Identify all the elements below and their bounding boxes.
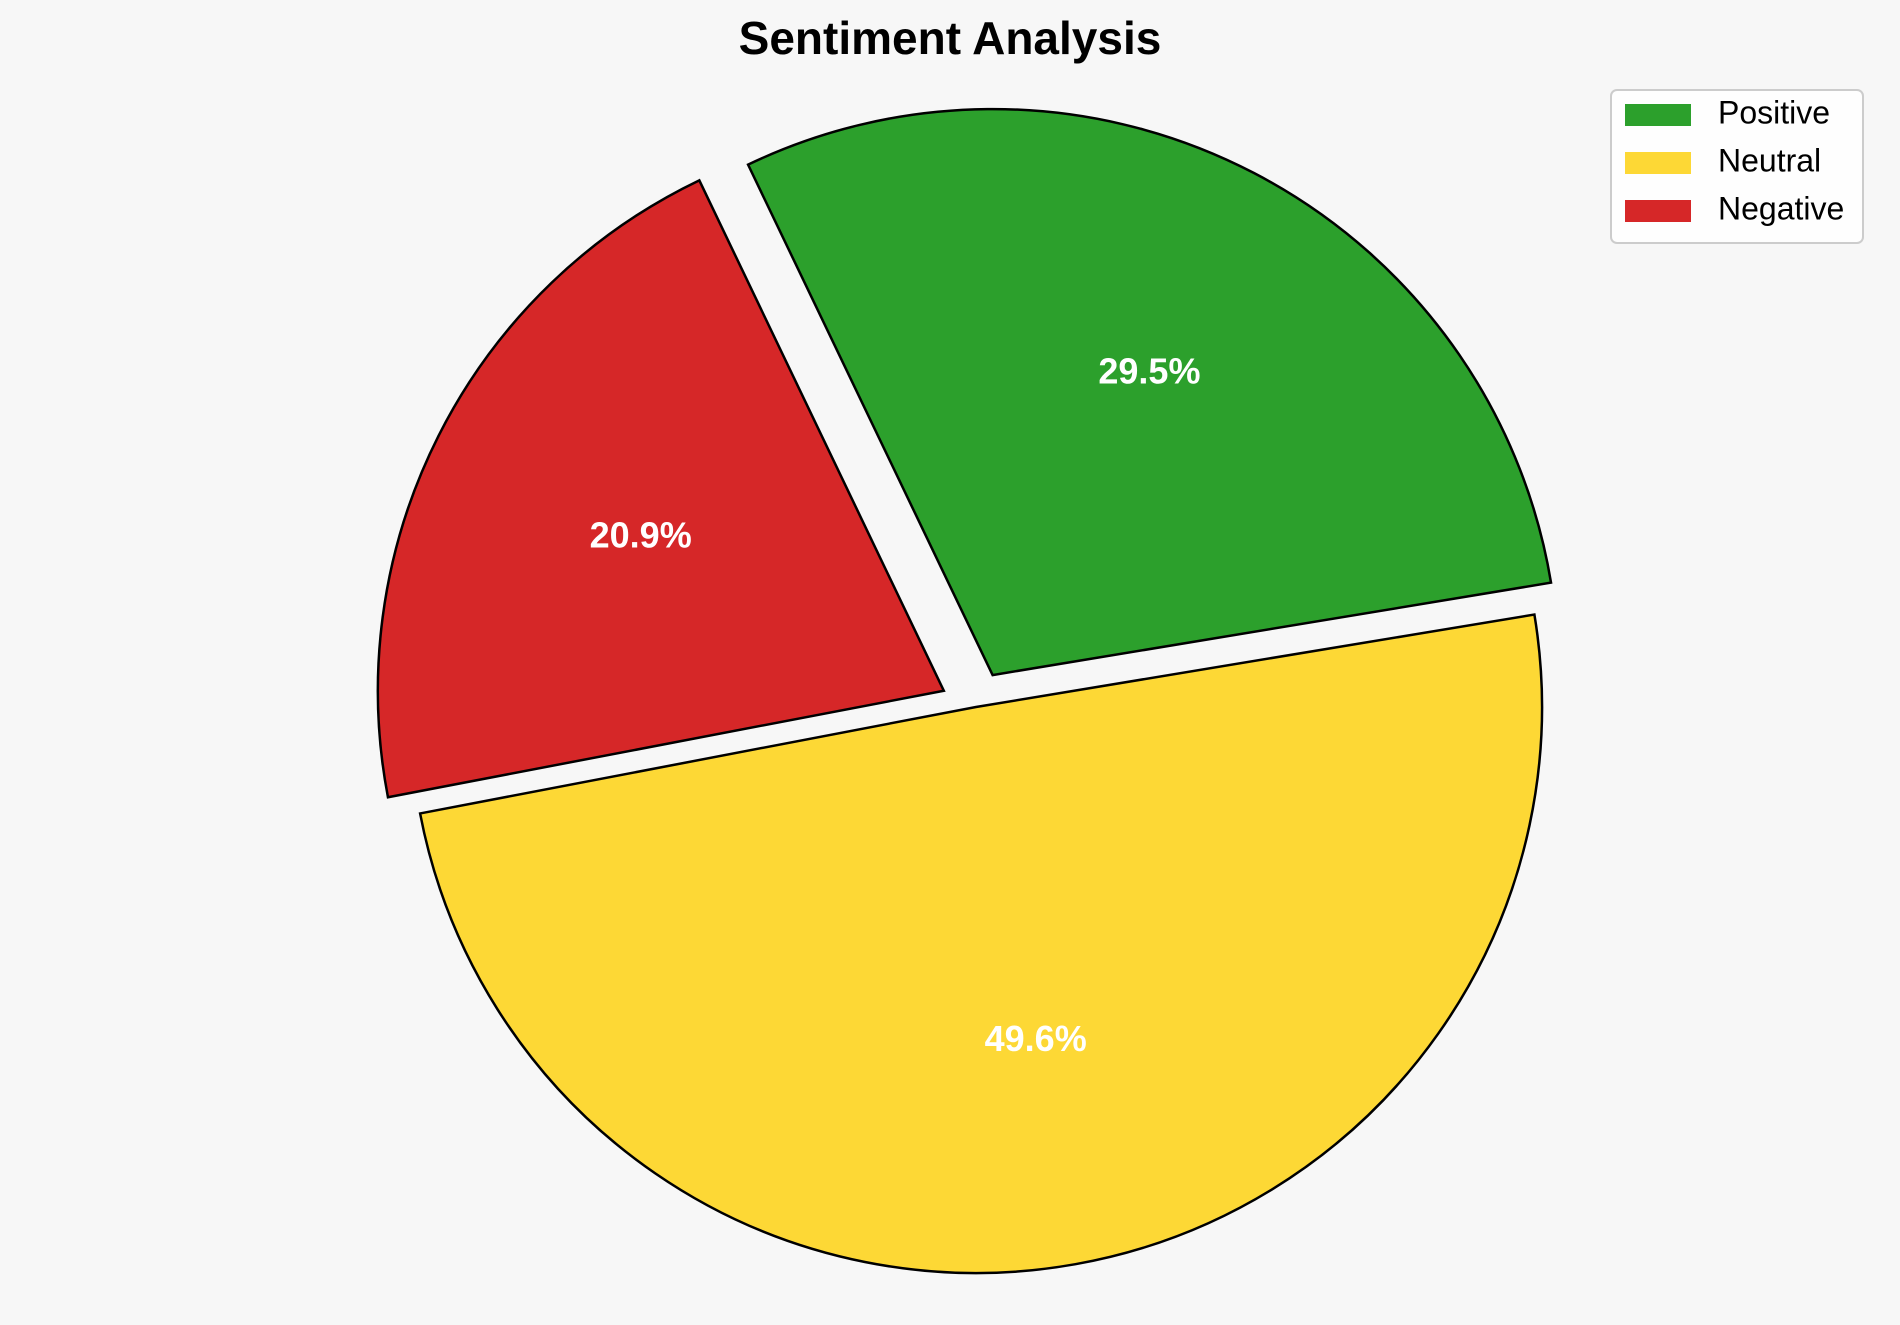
chart-title: Sentiment Analysis	[739, 12, 1162, 64]
legend-swatch-positive	[1625, 104, 1691, 126]
pie-slice-positive	[746, 107, 1553, 677]
pie-slice-neutral	[418, 613, 1544, 1275]
legend-label-positive: Positive	[1718, 94, 1830, 130]
pie-label-neutral: 49.6%	[985, 1018, 1087, 1059]
pie-slice-negative	[376, 178, 946, 799]
legend-label-negative: Negative	[1718, 190, 1844, 226]
legend-swatch-negative	[1625, 200, 1691, 222]
legend-swatch-neutral	[1625, 152, 1691, 174]
pie-labels: 29.5% 49.6% 20.9%	[590, 350, 1201, 1058]
legend: Positive Neutral Negative	[1610, 89, 1864, 244]
pie-label-positive: 29.5%	[1098, 350, 1200, 391]
pie-label-negative: 20.9%	[590, 514, 692, 555]
legend-label-neutral: Neutral	[1718, 142, 1821, 178]
pie-slices	[376, 107, 1553, 1275]
